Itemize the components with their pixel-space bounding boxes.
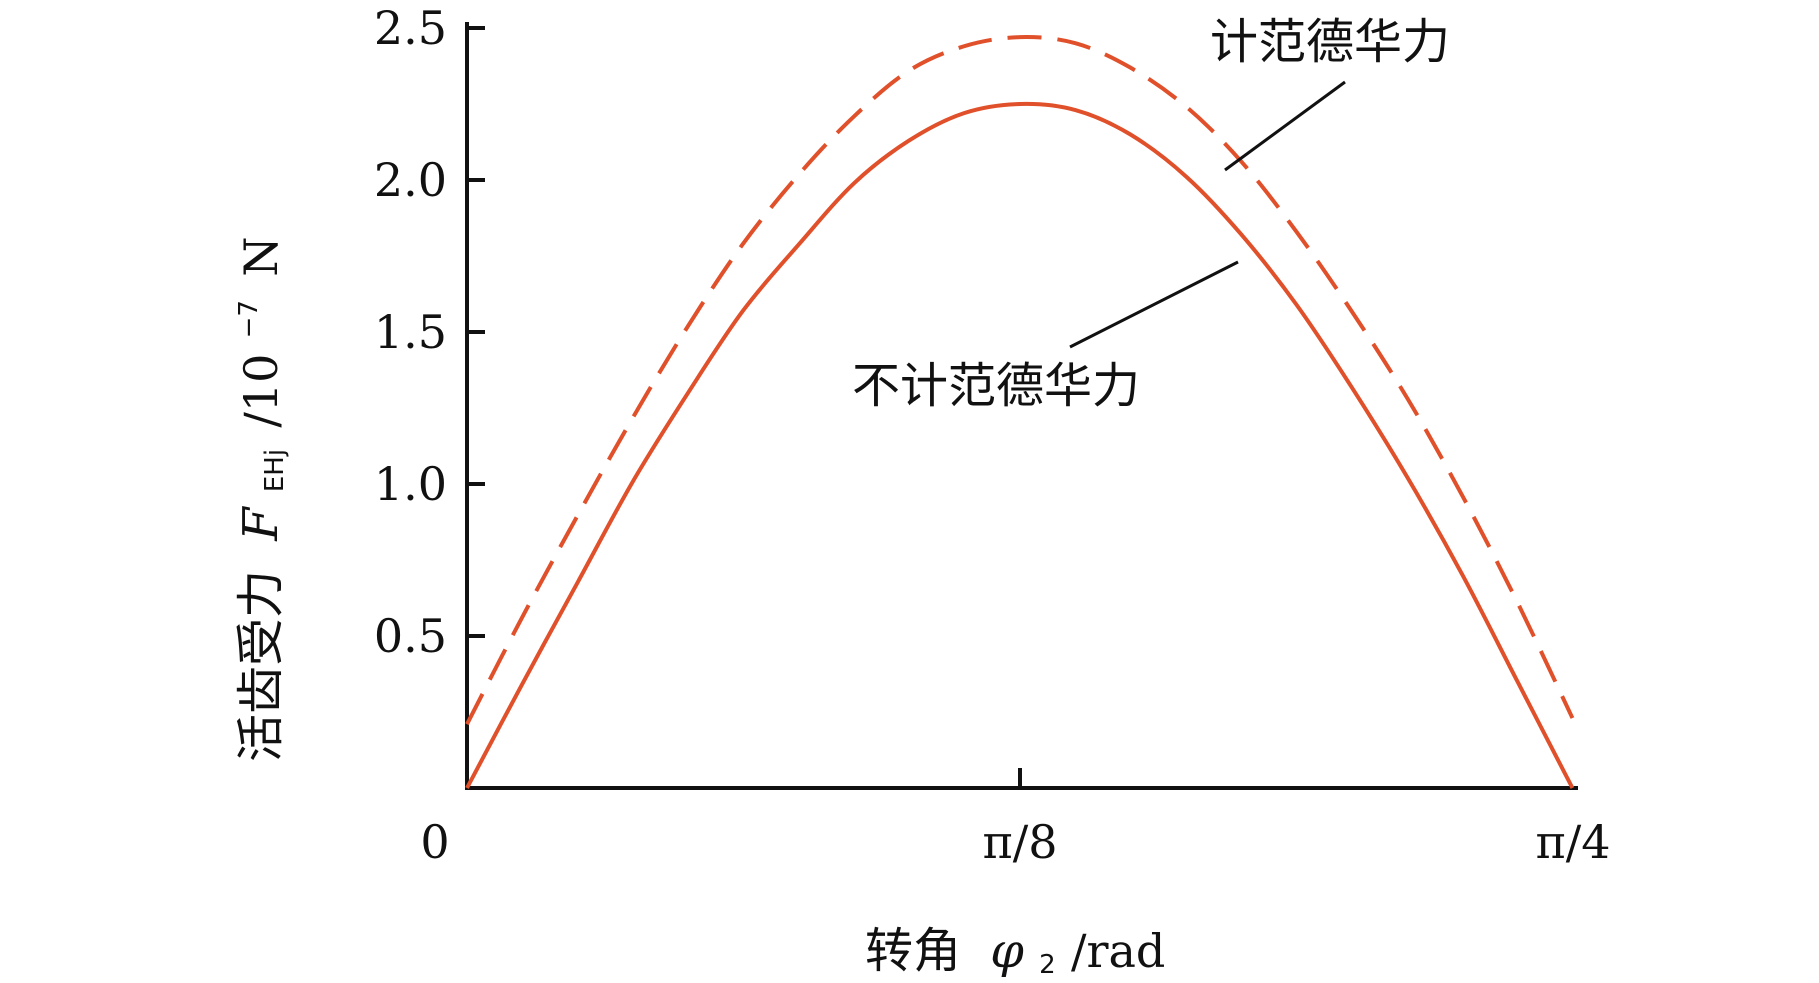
y-tick-label: 0.5 [374,609,447,663]
y-tick-label: 1.5 [374,305,447,359]
y-label-unit-pre: /10 [234,354,288,428]
x-tick-label: π/8 [983,815,1058,869]
series-line-with-vdw [465,35,1575,726]
series-group [465,35,1575,789]
x-label-prefix: 转角 [865,923,961,979]
y-axis-label: 活齿受力 F EHj /10 −7 N [213,237,295,762]
y-label-symbol: F [233,506,289,542]
x-axis-label: 转角 φ 2 /rad [865,923,1165,983]
x-tick-label: π/4 [1536,815,1611,869]
y-label-subscript: EHj [260,449,290,492]
annotation-with-vdw: 计范德华力 [1210,14,1450,70]
annotation-without-vdw: 不计范德华力 [852,358,1140,414]
x-tick-group: 0 π/8 π/4 [420,768,1611,869]
x-label-subscript: 2 [1039,950,1056,980]
y-label-prefix: 活齿受力 [233,570,289,762]
x-tick-label: 0 [420,815,449,869]
y-tick-group: 0.5 1.0 1.5 2.0 2.5 [374,1,485,663]
y-tick-label: 2.0 [374,153,447,207]
y-tick-label: 1.0 [374,457,447,511]
annotation-leader-dashed [1224,80,1346,172]
y-label-unit-exp: −7 [234,300,264,338]
x-label-unit: /rad [1071,924,1165,978]
series-line-without-vdw [465,101,1575,789]
y-label-unit-post: N [234,237,288,277]
annotation-leader-solid [1069,260,1239,349]
y-tick-label: 2.5 [374,1,447,55]
x-label-symbol: φ [990,923,1024,979]
